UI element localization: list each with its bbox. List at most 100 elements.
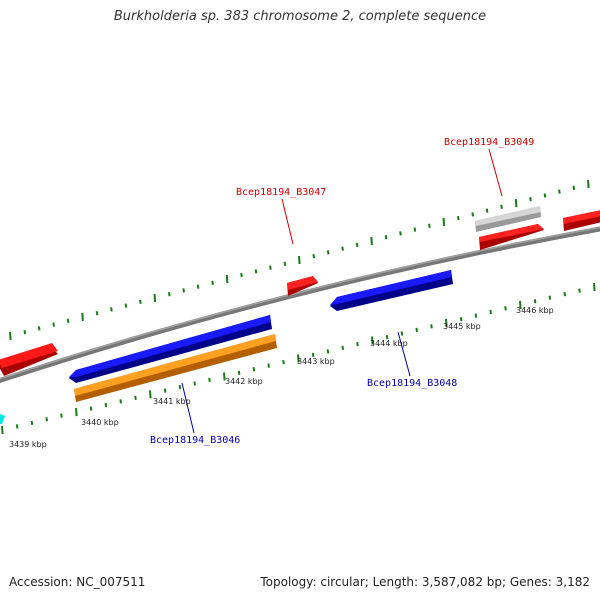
kbp-label-3444: 3444 kbp [370, 339, 408, 348]
lower-minor-tick [15, 424, 19, 429]
lower-major-tick [519, 300, 522, 309]
upper-major-tick [298, 255, 301, 265]
upper-minor-tick [211, 280, 214, 285]
lower-minor-tick [193, 381, 196, 386]
upper-minor-tick [529, 197, 532, 202]
lower-minor-tick [30, 420, 34, 426]
feature-red-right[interactable] [563, 210, 600, 231]
lower-tick-track [1, 282, 596, 435]
lower-minor-tick [548, 295, 552, 300]
upper-minor-tick [110, 307, 113, 312]
lower-major-tick [149, 390, 152, 399]
lower-minor-tick [163, 388, 167, 393]
kbp-label-3443: 3443 kbp [297, 357, 335, 366]
lower-minor-tick [311, 352, 315, 358]
lower-major-tick [75, 408, 78, 417]
lower-major-tick [1, 425, 4, 435]
backbone-line [0, 226, 600, 383]
kbp-label-3446: 3446 kbp [516, 306, 554, 315]
lower-minor-tick [430, 324, 433, 329]
upper-minor-tick [37, 326, 41, 331]
feature-b3046-orange[interactable] [74, 334, 277, 402]
map-title: Burkholderia sp. 383 chromosome 2, compl… [113, 9, 487, 24]
upper-minor-tick [456, 216, 460, 221]
lower-minor-tick [237, 370, 241, 375]
feature-b3049-red[interactable] [479, 224, 544, 250]
upper-major-tick [587, 179, 590, 189]
feature-red-left[interactable] [0, 343, 58, 376]
upper-minor-tick [471, 212, 474, 217]
upper-minor-tick [269, 265, 272, 270]
upper-minor-tick [428, 223, 431, 228]
feature-b3046-blue[interactable] [69, 315, 272, 383]
leader-line-b3047 [281, 198, 294, 245]
upper-minor-tick [413, 227, 417, 232]
lower-minor-tick [104, 402, 108, 408]
upper-minor-tick [283, 261, 287, 266]
upper-minor-tick [95, 311, 99, 316]
upper-minor-tick [254, 269, 258, 274]
lower-minor-tick [119, 399, 122, 404]
lower-minor-tick [134, 395, 137, 400]
gene-label-b3049[interactable]: Bcep18194_B3049 [444, 137, 534, 148]
upper-minor-tick [558, 189, 561, 194]
lower-major-tick [445, 318, 448, 327]
backbone-highlight [0, 226, 600, 380]
upper-minor-tick [355, 242, 359, 247]
lower-minor-tick [504, 306, 507, 311]
upper-major-tick [9, 331, 12, 341]
lower-minor-tick [578, 288, 581, 293]
upper-minor-tick [124, 303, 128, 308]
upper-minor-tick [572, 185, 576, 190]
upper-minor-tick [66, 318, 70, 323]
kbp-label-3442: 3442 kbp [225, 377, 263, 386]
kbp-label-3440: 3440 kbp [81, 418, 119, 427]
footer-summary: Topology: circular; Length: 3,587,082 bp… [260, 575, 590, 589]
upper-tick-track [9, 179, 590, 341]
leader-line-b3046 [181, 382, 195, 434]
lower-major-tick [297, 354, 300, 363]
lower-minor-tick [356, 342, 359, 347]
gene-label-b3047[interactable]: Bcep18194_B3047 [236, 187, 326, 198]
lower-minor-tick [474, 313, 478, 318]
kbp-label-3439: 3439 kbp [9, 440, 47, 449]
upper-minor-tick [384, 235, 388, 240]
upper-minor-tick [139, 299, 142, 304]
lower-minor-tick [400, 331, 404, 336]
feature-b3049-gray[interactable] [475, 206, 541, 232]
lower-minor-tick [533, 299, 537, 304]
lower-minor-tick [326, 349, 330, 354]
upper-minor-tick [52, 322, 55, 327]
feature-cyan-edge[interactable] [0, 414, 5, 424]
kbp-label-3441: 3441 kbp [153, 397, 191, 406]
upper-minor-tick [399, 231, 402, 236]
upper-minor-tick [326, 250, 330, 255]
footer-accession: Accession: NC_007511 [9, 575, 146, 589]
feature-b3047[interactable] [287, 276, 318, 296]
lower-minor-tick [282, 359, 285, 365]
lower-minor-tick [563, 291, 566, 297]
feature-b3048[interactable] [330, 270, 453, 311]
upper-major-tick [81, 312, 84, 322]
lower-minor-tick [60, 413, 63, 418]
gene-label-b3046[interactable]: Bcep18194_B3046 [150, 435, 240, 446]
lower-minor-tick [178, 384, 182, 390]
upper-minor-tick [500, 204, 503, 209]
lower-minor-tick [489, 309, 492, 315]
lower-minor-tick [267, 363, 270, 368]
gene-label-b3048[interactable]: Bcep18194_B3048 [367, 378, 457, 389]
upper-minor-tick [23, 330, 27, 335]
lower-minor-tick [415, 327, 418, 333]
leader-line-b3049 [488, 148, 503, 197]
upper-major-tick [225, 274, 229, 284]
lower-minor-tick [89, 406, 93, 411]
upper-minor-tick [543, 193, 547, 198]
upper-minor-tick [240, 273, 243, 278]
upper-major-tick [153, 293, 157, 303]
upper-minor-tick [182, 288, 185, 293]
upper-minor-tick [312, 254, 316, 259]
upper-minor-tick [485, 208, 489, 213]
lower-minor-tick [208, 377, 211, 383]
upper-major-tick [514, 198, 518, 208]
